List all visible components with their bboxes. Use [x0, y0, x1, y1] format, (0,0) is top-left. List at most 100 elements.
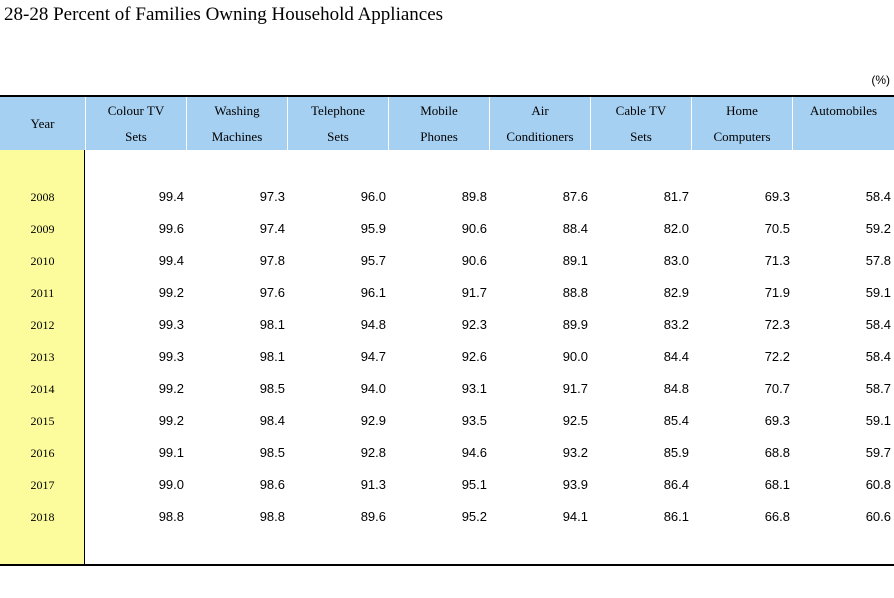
- table-top-rule: [0, 95, 894, 97]
- table-cell: 98.5: [259, 445, 285, 460]
- row-year: 2008: [30, 190, 55, 204]
- column-header-cable-tv: Cable TV Sets: [591, 97, 692, 150]
- table-cell: 86.4: [663, 477, 689, 492]
- table-cell: 94.6: [461, 445, 487, 460]
- table-row: 2017 99.0 98.6 91.3 95.1 93.9 86.4 68.1 60.8: [0, 469, 894, 501]
- column-header-line: Colour TV: [107, 103, 165, 118]
- table-cell: 98.8: [259, 509, 285, 524]
- table-cell: 99.3: [158, 317, 184, 332]
- table-cell: 82.9: [663, 285, 689, 300]
- year-header: Year: [0, 97, 86, 150]
- table-cell: 68.1: [764, 477, 790, 492]
- table-bottom-rule: [0, 564, 894, 566]
- table-cell: 88.4: [562, 221, 588, 236]
- column-header-line: Washing: [214, 103, 260, 118]
- table-cell: 89.9: [562, 317, 588, 332]
- table-cell: 99.2: [158, 413, 184, 428]
- table-cell: 96.1: [360, 285, 386, 300]
- table-cell: 96.0: [360, 189, 386, 204]
- table-cell: 85.4: [663, 413, 689, 428]
- column-header-line: Air: [531, 103, 549, 118]
- table-cell: 70.5: [764, 221, 790, 236]
- row-year: 2016: [30, 446, 55, 460]
- table-cell: 71.3: [764, 253, 790, 268]
- row-year: 2013: [30, 350, 55, 364]
- column-header-line: Sets: [125, 129, 147, 144]
- table-row: 2012 99.3 98.1 94.8 92.3 89.9 83.2 72.3 58.4: [0, 309, 894, 341]
- table-cell: 94.7: [360, 349, 386, 364]
- row-year: 2012: [30, 318, 55, 332]
- table-cell: 58.7: [865, 381, 891, 396]
- table-cell: 83.0: [663, 253, 689, 268]
- column-header-colour-tv: Colour TV Sets: [86, 97, 187, 150]
- table-cell: 89.1: [562, 253, 588, 268]
- table-cell: 72.2: [764, 349, 790, 364]
- table-cell: 88.8: [562, 285, 588, 300]
- table-cell: 98.6: [259, 477, 285, 492]
- table-cell: 95.2: [461, 509, 487, 524]
- year-column-background: [0, 150, 85, 564]
- table-row: 2011 99.2 97.6 96.1 91.7 88.8 82.9 71.9 59.1: [0, 277, 894, 309]
- table-cell: 84.4: [663, 349, 689, 364]
- table-cell: 59.1: [865, 285, 891, 300]
- table-cell: 58.4: [865, 317, 891, 332]
- column-header-mobile-phones: Mobile Phones: [389, 97, 490, 150]
- table-cell: 92.5: [562, 413, 588, 428]
- table-cell: 93.1: [461, 381, 487, 396]
- row-year: 2011: [30, 286, 55, 300]
- table-cell: 94.8: [360, 317, 386, 332]
- table-body: 2008 99.4 97.3 96.0 89.8 87.6 81.7 69.3 58.4 2009…: [0, 150, 894, 564]
- table-cell: 94.1: [562, 509, 588, 524]
- table-cell: 60.8: [865, 477, 891, 492]
- column-header-line: Automobiles: [809, 103, 878, 118]
- table-cell: 82.0: [663, 221, 689, 236]
- table-cell: 89.8: [461, 189, 487, 204]
- table-header-row: Year Colour TV Sets Washing Machines Tel…: [0, 97, 894, 150]
- table-row: 2018 98.8 98.8 89.6 95.2 94.1 86.1 66.8 60.6: [0, 501, 894, 533]
- table-cell: 99.4: [158, 189, 184, 204]
- column-header-line: Machines: [211, 129, 263, 144]
- table-cell: 92.8: [360, 445, 386, 460]
- table-cell: 84.8: [663, 381, 689, 396]
- column-header-line: Sets: [630, 129, 652, 144]
- table-cell: 86.1: [663, 509, 689, 524]
- column-header-line: Cable TV: [615, 103, 667, 118]
- column-header-line: Conditioners: [506, 129, 574, 144]
- table-cell: 99.4: [158, 253, 184, 268]
- column-header-line: Computers: [713, 129, 771, 144]
- table-cell: 98.8: [158, 509, 184, 524]
- table-cell: 60.6: [865, 509, 891, 524]
- table-cell: 92.6: [461, 349, 487, 364]
- row-year: 2009: [30, 222, 55, 236]
- table-row: 2010 99.4 97.8 95.7 90.6 89.1 83.0 71.3 57.8: [0, 245, 894, 277]
- column-header-automobiles: Automobiles: [793, 97, 894, 150]
- table-cell: 97.4: [259, 221, 285, 236]
- table-cell: 97.8: [259, 253, 285, 268]
- table-cell: 95.1: [461, 477, 487, 492]
- column-header-line: Phones: [420, 129, 458, 144]
- table-cell: 58.4: [865, 189, 891, 204]
- row-year: 2010: [30, 254, 55, 268]
- column-header-line: Mobile: [420, 103, 458, 118]
- table-cell: 72.3: [764, 317, 790, 332]
- column-header-line: Telephone: [311, 103, 365, 118]
- column-header-washing-machines: Washing Machines: [187, 97, 288, 150]
- row-year: 2018: [30, 510, 55, 524]
- year-header-label: Year: [30, 115, 55, 131]
- table-cell: 99.6: [158, 221, 184, 236]
- table-cell: 95.7: [360, 253, 386, 268]
- table-cell: 99.3: [158, 349, 184, 364]
- table-cell: 91.7: [562, 381, 588, 396]
- table-cell: 57.8: [865, 253, 891, 268]
- table-cell: 90.0: [562, 349, 588, 364]
- table-cell: 83.2: [663, 317, 689, 332]
- table-cell: 97.6: [259, 285, 285, 300]
- table-row: 2014 99.2 98.5 94.0 93.1 91.7 84.8 70.7 58.7: [0, 373, 894, 405]
- table-cell: 90.6: [461, 221, 487, 236]
- table-cell: 92.3: [461, 317, 487, 332]
- table-cell: 94.0: [360, 381, 386, 396]
- table-row: 2009 99.6 97.4 95.9 90.6 88.4 82.0 70.5 59.2: [0, 213, 894, 245]
- table-cell: 99.2: [158, 285, 184, 300]
- table-cell: 68.8: [764, 445, 790, 460]
- table-row: 2008 99.4 97.3 96.0 89.8 87.6 81.7 69.3 58.4: [0, 181, 894, 213]
